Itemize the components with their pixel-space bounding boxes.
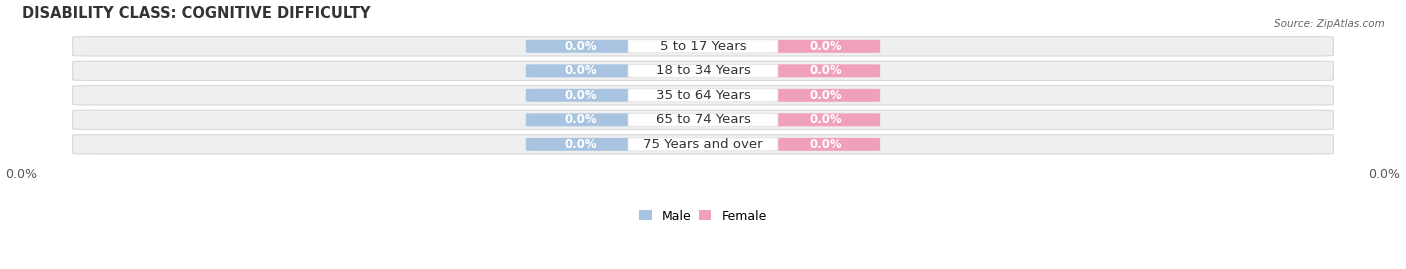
Text: Source: ZipAtlas.com: Source: ZipAtlas.com	[1274, 19, 1385, 29]
Text: 0.0%: 0.0%	[564, 138, 596, 151]
FancyBboxPatch shape	[526, 89, 636, 102]
Text: 18 to 34 Years: 18 to 34 Years	[655, 64, 751, 77]
Text: 0.0%: 0.0%	[564, 89, 596, 102]
Text: 5 to 17 Years: 5 to 17 Years	[659, 40, 747, 53]
FancyBboxPatch shape	[628, 89, 778, 102]
FancyBboxPatch shape	[526, 113, 636, 126]
FancyBboxPatch shape	[770, 64, 880, 77]
FancyBboxPatch shape	[526, 64, 636, 77]
FancyBboxPatch shape	[770, 113, 880, 126]
FancyBboxPatch shape	[526, 40, 636, 53]
Text: 0.0%: 0.0%	[810, 138, 842, 151]
Text: 65 to 74 Years: 65 to 74 Years	[655, 113, 751, 126]
FancyBboxPatch shape	[526, 138, 636, 151]
Text: DISABILITY CLASS: COGNITIVE DIFFICULTY: DISABILITY CLASS: COGNITIVE DIFFICULTY	[21, 6, 370, 20]
FancyBboxPatch shape	[770, 40, 880, 53]
FancyBboxPatch shape	[73, 110, 1333, 129]
Text: 75 Years and over: 75 Years and over	[643, 138, 763, 151]
FancyBboxPatch shape	[628, 138, 778, 151]
FancyBboxPatch shape	[73, 86, 1333, 105]
Text: 35 to 64 Years: 35 to 64 Years	[655, 89, 751, 102]
Text: 0.0%: 0.0%	[810, 113, 842, 126]
Text: 0.0%: 0.0%	[564, 40, 596, 53]
FancyBboxPatch shape	[628, 40, 778, 53]
FancyBboxPatch shape	[628, 113, 778, 126]
Text: 0.0%: 0.0%	[810, 64, 842, 77]
Text: 0.0%: 0.0%	[564, 64, 596, 77]
FancyBboxPatch shape	[73, 37, 1333, 56]
FancyBboxPatch shape	[73, 135, 1333, 154]
Text: 0.0%: 0.0%	[810, 40, 842, 53]
FancyBboxPatch shape	[73, 61, 1333, 80]
Text: 0.0%: 0.0%	[810, 89, 842, 102]
FancyBboxPatch shape	[770, 89, 880, 102]
FancyBboxPatch shape	[628, 64, 778, 77]
Legend: Male, Female: Male, Female	[637, 207, 769, 225]
Text: 0.0%: 0.0%	[564, 113, 596, 126]
FancyBboxPatch shape	[770, 138, 880, 151]
